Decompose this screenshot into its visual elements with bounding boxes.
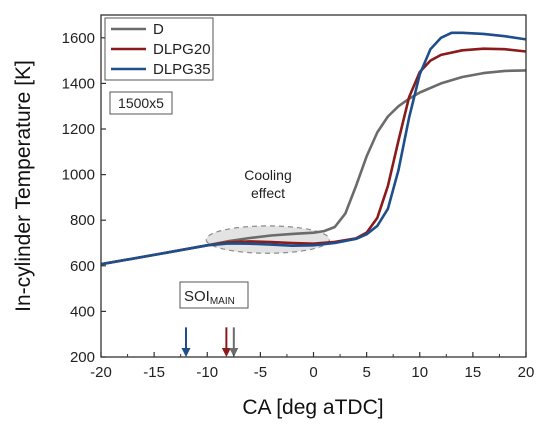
x-tick-label: 10 xyxy=(411,364,428,381)
series-line-dlpg20 xyxy=(101,47,526,266)
soi-label: SOIMAIN xyxy=(184,288,235,307)
y-tick-label: 200 xyxy=(70,349,95,366)
x-axis-title: CA [deg aTDC] xyxy=(242,396,383,419)
legend: D DLPG20 DLPG35 xyxy=(104,17,214,81)
series-line-d xyxy=(101,69,526,266)
condition-label: 1500x5 xyxy=(118,95,164,111)
legend-label-d: D xyxy=(153,21,164,38)
soi-arrowhead-dlpg20 xyxy=(221,348,231,357)
cooling-effect-label-line2: effect xyxy=(251,185,285,201)
y-tick-label: 1400 xyxy=(62,75,95,92)
cooling-effect-region xyxy=(205,225,331,254)
x-tick-label: -10 xyxy=(196,364,218,381)
x-tick-label: -20 xyxy=(90,364,112,381)
series-lines xyxy=(101,31,526,266)
x-tick-label: -15 xyxy=(143,364,165,381)
x-tick-label: -5 xyxy=(254,364,267,381)
condition-label-box xyxy=(109,91,173,115)
x-tick-label: 15 xyxy=(465,364,482,381)
y-tick-label: 800 xyxy=(70,212,95,229)
soi-arrowhead-dlpg35 xyxy=(181,348,191,357)
y-tick-label: 1200 xyxy=(62,121,95,138)
soi-markers xyxy=(181,327,239,357)
x-tick-label: 0 xyxy=(309,364,317,381)
axis-ticks: -20 -15 -10 -5 0 5 10 15 20 200 400 600 800 1000 1200 1… xyxy=(62,30,535,381)
legend-label-dlpg20: DLPG20 xyxy=(153,41,211,58)
y-tick-label: 600 xyxy=(70,258,95,275)
soi-arrowhead-d xyxy=(229,348,239,357)
y-tick-label: 400 xyxy=(70,303,95,320)
cooling-effect-label-line1: Cooling xyxy=(244,167,291,183)
y-tick-label: 1000 xyxy=(62,167,95,184)
y-tick-label: 1600 xyxy=(62,30,95,47)
soi-label-box xyxy=(179,281,249,309)
soi-label-main: SOI xyxy=(184,288,210,305)
legend-label-dlpg35: DLPG35 xyxy=(153,61,211,78)
x-tick-label: 20 xyxy=(518,364,535,381)
series-line-dlpg35 xyxy=(101,31,526,266)
soi-label-subscript: MAIN xyxy=(210,296,235,307)
y-axis-title: In-cylinder Temperature [K] xyxy=(12,60,35,312)
x-tick-label: 5 xyxy=(362,364,370,381)
